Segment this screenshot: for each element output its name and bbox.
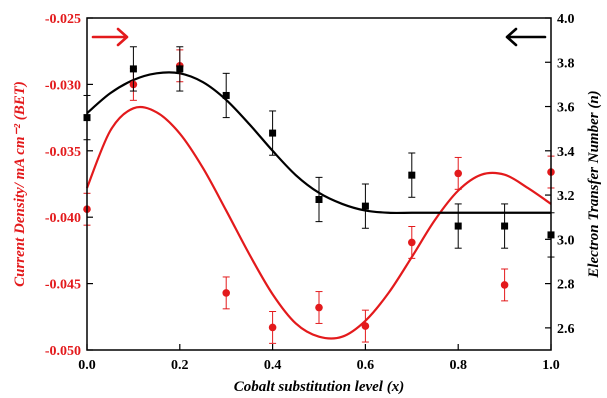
current-density-point [408, 238, 416, 247]
right-y-axis-title: Electron Transfer Number (n) [586, 90, 602, 278]
electron-transfer-point [454, 222, 462, 230]
right-axis-tick-label: 2.6 [557, 322, 575, 337]
plot-frame [86, 17, 552, 351]
current-density-point [454, 169, 463, 178]
right-axis-tick-label: 3.6 [557, 101, 575, 116]
x-axis-tick-label: 0.4 [264, 358, 282, 373]
x-axis-ticks: 0.0 0.2 0.4 0.6 0.8 1.0 [78, 344, 560, 373]
right-axis-tick-label: 4.0 [557, 12, 575, 27]
right-axis-tick-label: 3.8 [557, 56, 575, 71]
x-axis-title: Cobalt substitution level (x) [234, 379, 404, 395]
current-density-fit-curve [85, 105, 552, 340]
data-points [83, 46, 555, 344]
left-axis-tick-label: -0.035 [45, 145, 81, 160]
current-density-point [268, 323, 277, 332]
direction-arrows [91, 27, 547, 47]
left-axis-tick-label: -0.040 [45, 211, 81, 226]
electron-transfer-point [222, 91, 230, 99]
left-axis-tick-label: -0.050 [45, 344, 81, 359]
electron-transfer-point [408, 171, 416, 179]
right-axis-tick-label: 3.4 [557, 145, 575, 160]
left-y-axis-title: Current Density/ mA cm⁻² (BET) [12, 81, 28, 287]
electron-transfer-point [129, 65, 137, 73]
right-axis-tick-label: 3.0 [557, 233, 575, 248]
electron-transfer-point [361, 202, 369, 210]
left-arrow-icon [505, 27, 547, 47]
x-axis-tick-label: 1.0 [542, 358, 560, 373]
left-axis-ticks: -0.050 -0.045 -0.040 -0.035 -0.030 -0.025 [45, 12, 93, 359]
left-axis-tick-label: -0.030 [45, 78, 81, 93]
electron-transfer-point [176, 65, 184, 73]
current-density-point [222, 289, 230, 297]
current-density-point [361, 322, 370, 330]
right-axis-ticks: 2.6 2.8 3.0 3.2 3.4 3.6 3.8 4.0 [545, 12, 575, 337]
electron-transfer-point [501, 222, 509, 230]
right-axis-tick-label: 2.8 [557, 278, 575, 293]
electron-transfer-point [269, 129, 277, 137]
electron-transfer-point [315, 195, 323, 203]
current-density-point [315, 303, 323, 312]
x-axis-tick-label: 0.0 [78, 358, 96, 373]
right-arrow-icon [91, 27, 129, 47]
current-density-point [500, 281, 509, 289]
left-axis-tick-label: -0.025 [45, 12, 81, 27]
x-axis-tick-label: 0.6 [357, 358, 375, 373]
x-axis-tick-label: 0.8 [449, 358, 467, 373]
right-axis-tick-label: 3.2 [557, 189, 575, 204]
x-axis-tick-label: 0.2 [171, 358, 189, 373]
left-axis-tick-label: -0.045 [45, 278, 81, 293]
